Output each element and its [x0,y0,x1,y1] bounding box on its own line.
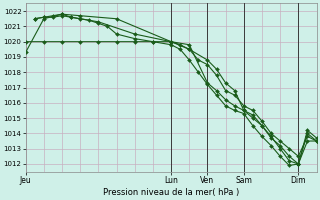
X-axis label: Pression niveau de la mer( hPa ): Pression niveau de la mer( hPa ) [103,188,239,197]
